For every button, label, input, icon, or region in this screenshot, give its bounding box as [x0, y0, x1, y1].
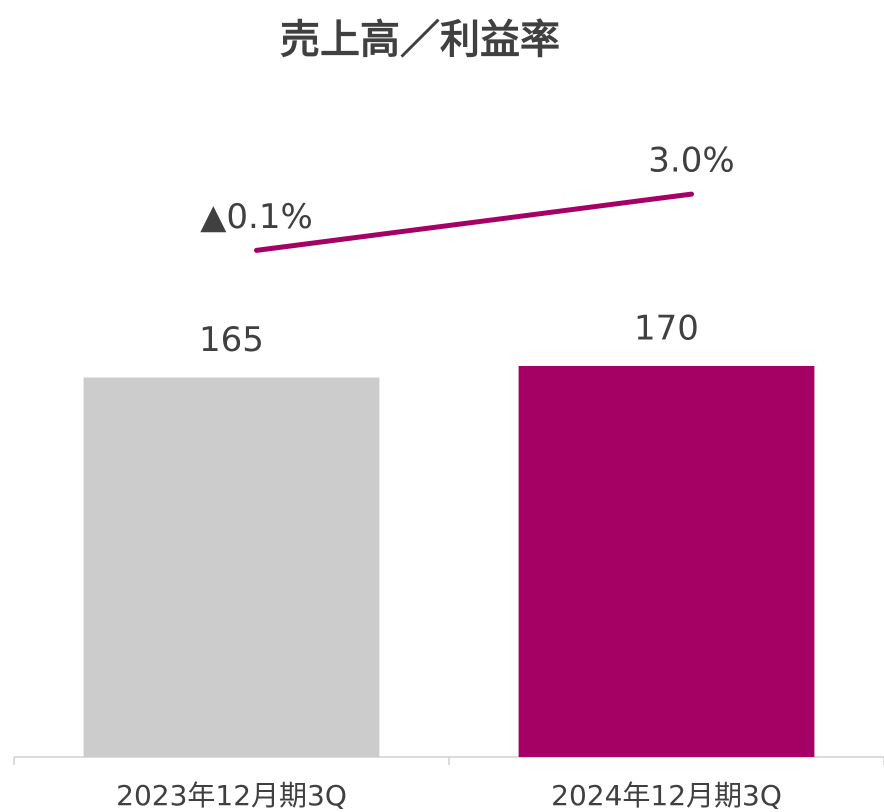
bar: [518, 366, 815, 757]
line-value-label: 3.0%: [648, 141, 734, 181]
line-value-label: ▲0.1%: [200, 197, 313, 237]
x-tick-label: 2023年12月期3Q: [116, 779, 347, 812]
chart-title: 売上高／利益率: [280, 17, 560, 63]
bar-value-label: 170: [634, 309, 699, 349]
bar-value-label: 165: [199, 320, 264, 360]
line: [254, 191, 694, 253]
x-tick-label: 2024年12月期3Q: [551, 779, 782, 812]
bar: [83, 377, 380, 757]
